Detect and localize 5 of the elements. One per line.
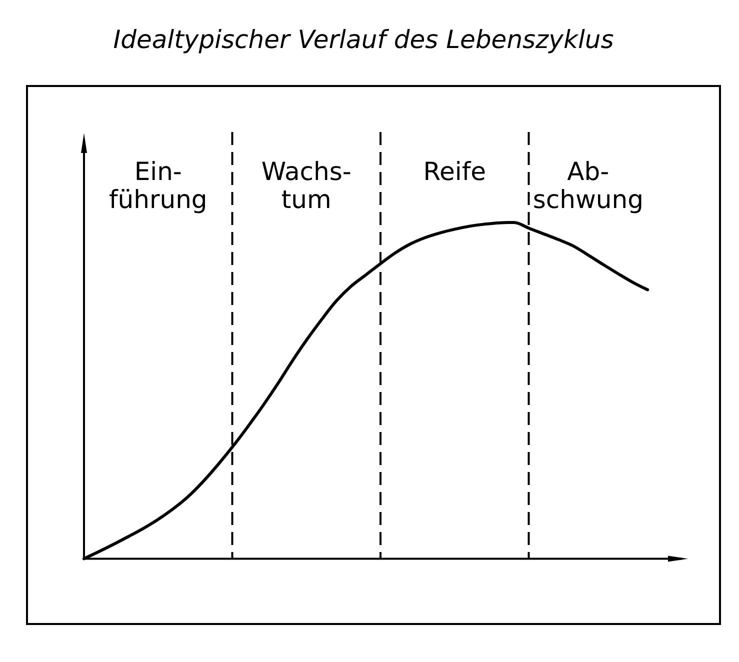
chart-title: Idealtypischer Verlauf des Lebenszyklus: [113, 25, 614, 54]
text: Ab- schwung: [532, 157, 644, 214]
text: Ein- führung: [108, 157, 208, 214]
text: Wachs- tum: [261, 157, 352, 214]
text: Reife: [423, 157, 486, 186]
